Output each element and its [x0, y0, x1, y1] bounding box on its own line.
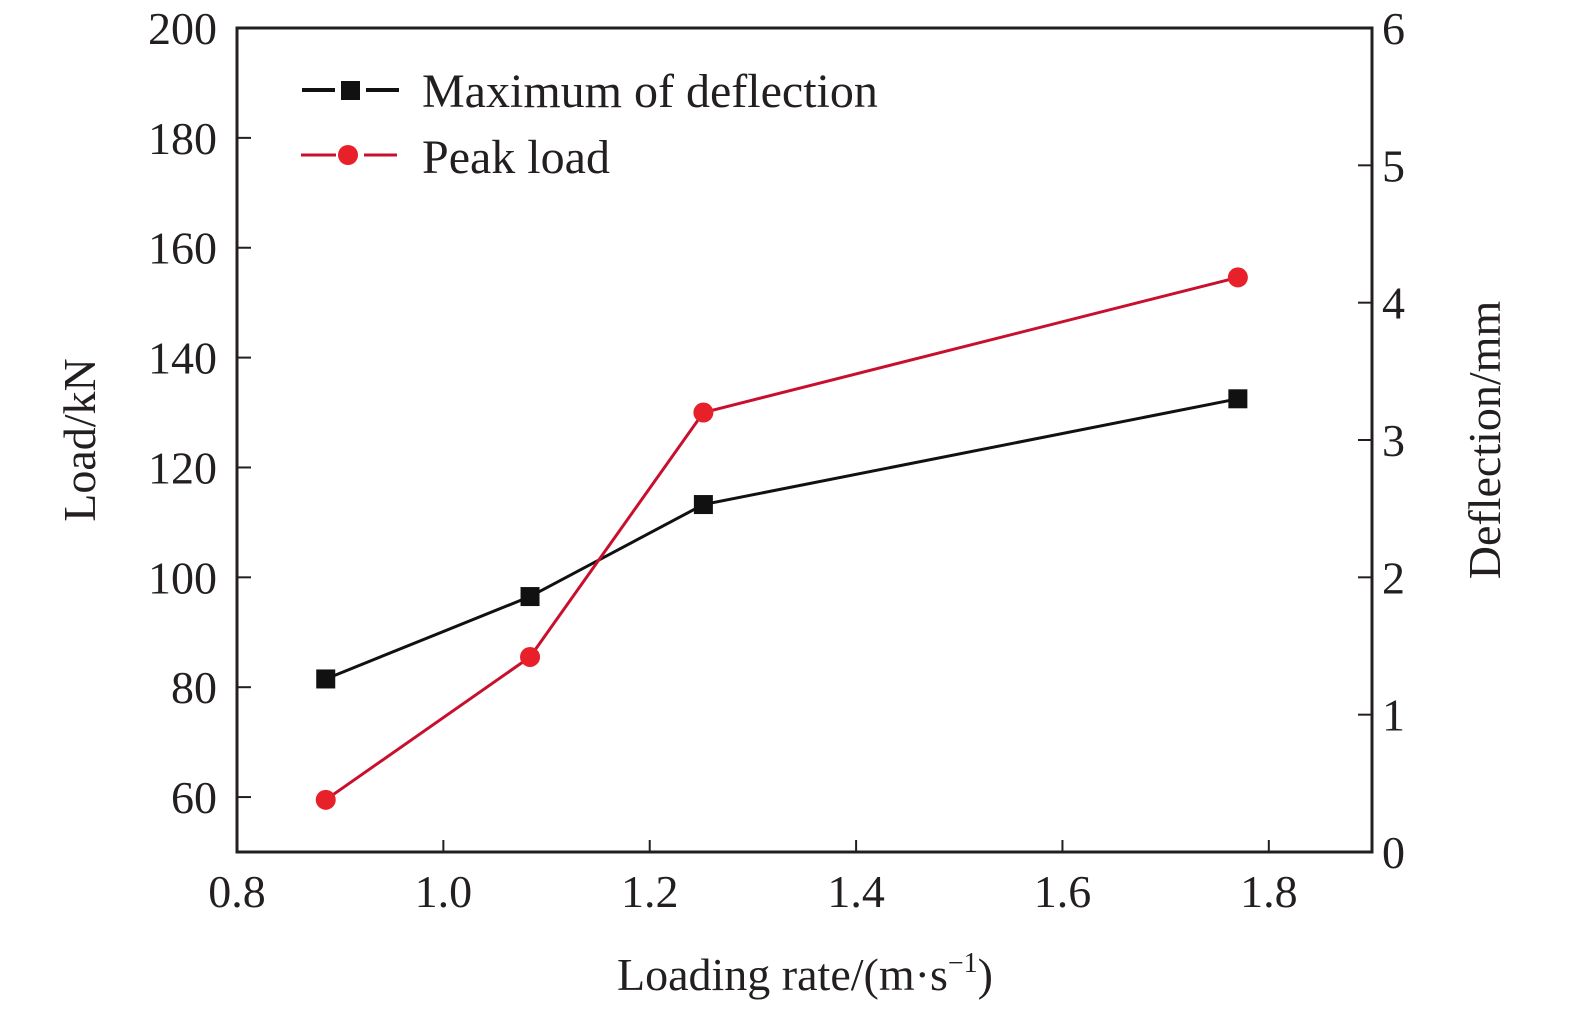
y-left-tick-label: 60 — [171, 772, 217, 823]
data-point-square — [520, 587, 540, 607]
y-right-tick-label: 5 — [1382, 140, 1405, 191]
y-left-tick-label: 180 — [148, 113, 217, 164]
data-point-circle — [315, 789, 336, 810]
y-right-axis-title: Deflection/mm — [1459, 301, 1510, 580]
y-left-tick-label: 100 — [148, 552, 217, 603]
x-tick-label: 0.8 — [208, 866, 266, 917]
x-axis-title: Loading rate/(m·s−1) — [617, 948, 993, 1000]
y-left-axis-title: Load/kN — [54, 358, 105, 522]
y-right-tick-label: 4 — [1382, 278, 1405, 329]
legend: Maximum of deflection Peak load — [301, 65, 878, 184]
y-right-axis-ticks: 0 1 2 3 4 5 6 — [1358, 3, 1405, 878]
data-point-square — [316, 669, 336, 689]
data-point-circle — [520, 646, 541, 667]
legend-label-peak-load: Peak load — [422, 131, 610, 184]
x-tick-label: 1.6 — [1034, 866, 1092, 917]
y-left-tick-label: 80 — [171, 662, 217, 713]
y-right-tick-label: 6 — [1382, 3, 1405, 54]
x-tick-label: 1.2 — [621, 866, 679, 917]
y-right-tick-label: 2 — [1382, 552, 1405, 603]
x-tick-label: 1.8 — [1240, 866, 1298, 917]
data-point-circle — [1227, 267, 1248, 288]
legend-label-deflection: Maximum of deflection — [422, 65, 878, 118]
y-right-tick-label: 1 — [1382, 690, 1405, 741]
y-left-axis-ticks: 60 80 100 120 140 160 180 200 — [148, 3, 251, 823]
y-left-tick-label: 160 — [148, 223, 217, 274]
plot-frame — [235, 26, 1374, 854]
series-peak-load — [315, 267, 1248, 810]
y-right-tick-label: 3 — [1382, 415, 1405, 466]
series-layer — [315, 267, 1248, 810]
series-line-maximum-of-deflection — [325, 397, 1239, 681]
x-axis-ticks: 0.8 1.0 1.2 1.4 1.6 1.8 — [208, 840, 1298, 917]
series-line-peak-load — [324, 275, 1239, 802]
legend-item-deflection: Maximum of deflection — [302, 65, 878, 118]
x-tick-label: 1.0 — [415, 866, 473, 917]
series-maximum-of-deflection — [316, 389, 1248, 689]
y-left-tick-label: 200 — [148, 3, 217, 54]
data-point-square — [693, 495, 713, 515]
legend-square-marker-icon — [341, 81, 360, 100]
y-right-tick-label: 0 — [1382, 827, 1405, 878]
y-left-tick-label: 140 — [148, 333, 217, 384]
x-tick-label: 1.4 — [827, 866, 885, 917]
legend-circle-marker-icon — [338, 145, 358, 165]
data-point-square — [1228, 389, 1248, 409]
y-left-tick-label: 120 — [148, 442, 217, 493]
legend-item-peak-load: Peak load — [301, 131, 610, 184]
data-point-circle — [693, 402, 714, 423]
